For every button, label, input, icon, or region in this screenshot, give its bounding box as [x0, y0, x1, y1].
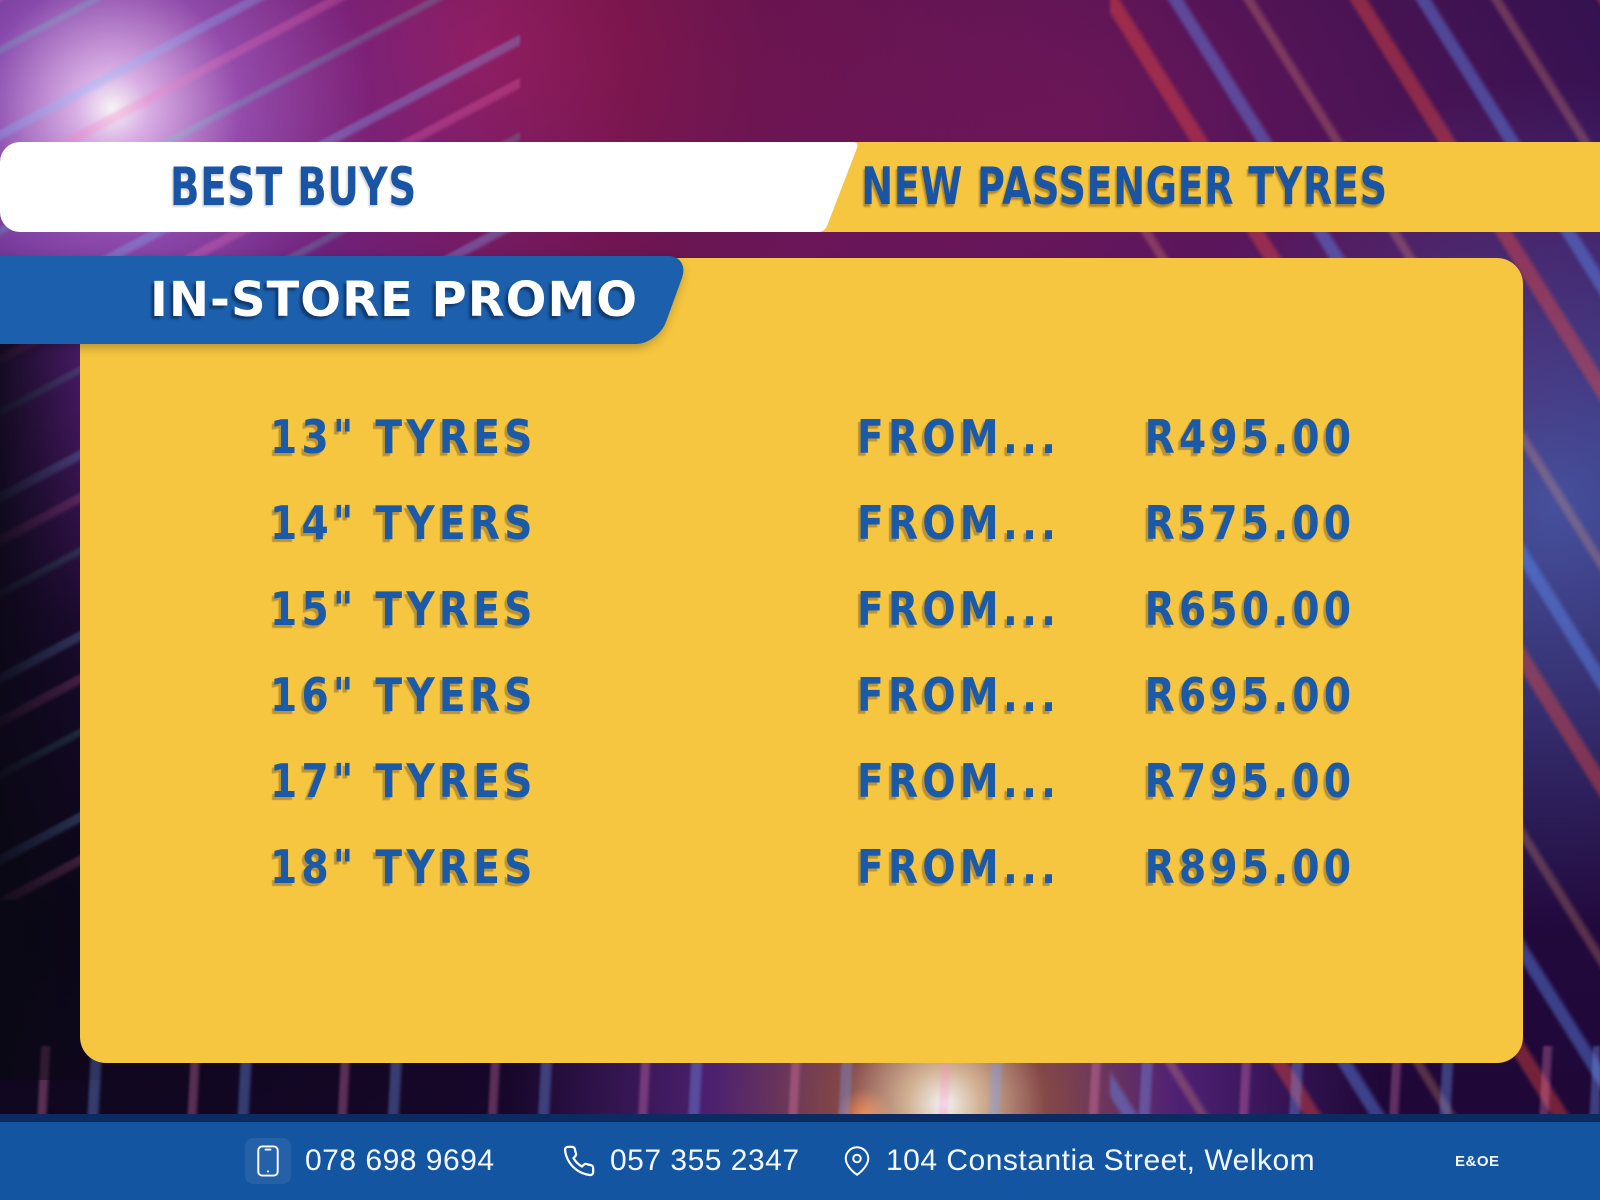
from-label: FROM...: [857, 668, 1061, 722]
in-store-promo-label: IN-STORE PROMO: [150, 272, 639, 328]
tyre-size-label: 13" TYRES: [270, 410, 537, 464]
tyre-size-label: 16" TYERS: [270, 668, 537, 722]
price-value: R650.00: [1144, 582, 1356, 636]
from-label: FROM...: [857, 840, 1061, 894]
header-white-ribbon: [0, 142, 826, 232]
from-label: FROM...: [857, 582, 1061, 636]
map-pin-icon: [842, 1144, 872, 1178]
from-label: FROM...: [857, 410, 1061, 464]
price-row: 18" TYRES FROM... R895.00: [80, 824, 1523, 910]
mobile-phone-icon: [245, 1138, 291, 1184]
tyre-size-label: 14" TYERS: [270, 496, 537, 550]
price-row: 17" TYRES FROM... R795.00: [80, 738, 1523, 824]
price-row: 16" TYERS FROM... R695.00: [80, 652, 1523, 738]
tyre-size-label: 15" TYRES: [270, 582, 537, 636]
price-row: 14" TYERS FROM... R575.00: [80, 480, 1523, 566]
from-label: FROM...: [857, 754, 1061, 808]
tyre-size-label: 17" TYRES: [270, 754, 537, 808]
price-value: R895.00: [1144, 840, 1356, 894]
price-card: 13" TYRES FROM... R495.00 14" TYERS FROM…: [80, 258, 1523, 1063]
phone-contact: 057 355 2347: [562, 1122, 800, 1200]
price-value: R695.00: [1144, 668, 1356, 722]
eoe-disclaimer: E&OE: [1455, 1152, 1500, 1170]
price-row: 15" TYRES FROM... R650.00: [80, 566, 1523, 652]
header-yellow-ribbon: [778, 142, 1600, 232]
price-value: R575.00: [1144, 496, 1356, 550]
mobile-number: 078 698 9694: [305, 1144, 495, 1177]
footer-bar: 078 698 9694 057 355 2347 104 Constantia…: [0, 1122, 1600, 1200]
address-info: 104 Constantia Street, Welkom: [842, 1122, 1315, 1200]
price-value: R495.00: [1144, 410, 1356, 464]
tyre-size-label: 18" TYRES: [270, 840, 537, 894]
address-text: 104 Constantia Street, Welkom: [886, 1144, 1316, 1177]
footer-top-divider: [0, 1114, 1600, 1122]
handset-icon: [562, 1144, 596, 1178]
in-store-promo-banner: IN-STORE PROMO: [0, 256, 690, 344]
new-passenger-tyres-title: NEW PASSENGER TYRES: [861, 157, 1389, 217]
best-buys-title: BEST BUYS: [170, 156, 418, 218]
price-value: R795.00: [1144, 754, 1356, 808]
mobile-contact: 078 698 9694: [245, 1122, 495, 1200]
price-list: 13" TYRES FROM... R495.00 14" TYERS FROM…: [80, 394, 1523, 910]
from-label: FROM...: [857, 496, 1061, 550]
phone-number: 057 355 2347: [610, 1144, 800, 1177]
price-row: 13" TYRES FROM... R495.00: [80, 394, 1523, 480]
header-band: BEST BUYS NEW PASSENGER TYRES: [0, 142, 1600, 232]
